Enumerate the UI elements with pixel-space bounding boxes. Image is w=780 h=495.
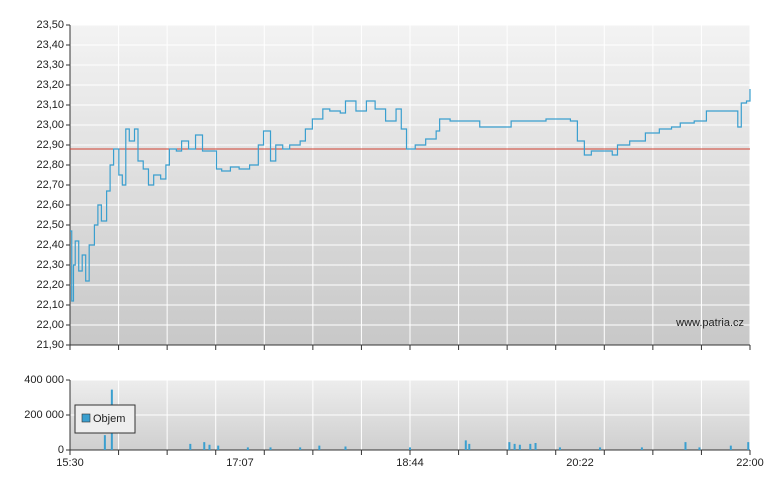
volume-bar bbox=[189, 443, 192, 450]
y-tick-label: 22,80 bbox=[36, 159, 64, 171]
volume-bar bbox=[534, 443, 537, 450]
y-tick-label: 21,90 bbox=[36, 339, 64, 351]
y-tick-label: 23,10 bbox=[36, 99, 64, 111]
y-tick-label: 22,10 bbox=[36, 299, 64, 311]
y-tick-label: 0 bbox=[58, 444, 64, 456]
x-tick-label: 20:22 bbox=[566, 457, 594, 469]
volume-bar bbox=[508, 442, 511, 450]
volume-bar bbox=[269, 447, 272, 450]
volume-bar bbox=[103, 435, 106, 450]
volume-bar bbox=[684, 442, 687, 450]
y-tick-label: 22,40 bbox=[36, 239, 64, 251]
volume-bar bbox=[558, 447, 561, 450]
volume-bar bbox=[468, 443, 471, 450]
volume-bar bbox=[529, 443, 532, 450]
legend-label: Objem bbox=[93, 413, 125, 425]
volume-bar bbox=[344, 446, 347, 450]
y-tick-label: 23,50 bbox=[36, 19, 64, 31]
volume-bar bbox=[518, 444, 521, 450]
legend-swatch bbox=[81, 413, 91, 423]
y-tick-label: 22,50 bbox=[36, 219, 64, 231]
volume-bar bbox=[208, 444, 211, 450]
volume-bar bbox=[698, 447, 701, 450]
volume-bar bbox=[729, 445, 732, 450]
x-tick-label: 15:30 bbox=[56, 457, 84, 469]
volume-bar bbox=[246, 447, 249, 450]
volume-bar bbox=[318, 445, 321, 450]
y-tick-label: 23,40 bbox=[36, 39, 64, 51]
volume-bar bbox=[409, 447, 411, 450]
y-tick-label: 23,30 bbox=[36, 59, 64, 71]
y-tick-label: 200 000 bbox=[24, 409, 64, 421]
y-tick-label: 22,70 bbox=[36, 179, 64, 191]
volume-bar bbox=[299, 447, 302, 450]
y-tick-label: 22,20 bbox=[36, 279, 64, 291]
price-line bbox=[70, 89, 751, 302]
volume-bar bbox=[217, 445, 220, 450]
y-tick-label: 22,90 bbox=[36, 139, 64, 151]
y-tick-label: 400 000 bbox=[24, 374, 64, 386]
x-tick-label: 18:44 bbox=[396, 457, 424, 469]
x-tick-label: 22:00 bbox=[736, 457, 764, 469]
volume-bar bbox=[203, 442, 206, 450]
x-tick-label: 17:07 bbox=[226, 457, 254, 469]
watermark: www.patria.cz bbox=[675, 317, 744, 329]
volume-bar bbox=[599, 447, 602, 450]
y-tick-label: 22,30 bbox=[36, 259, 64, 271]
y-tick-label: 23,20 bbox=[36, 79, 64, 91]
volume-bar bbox=[640, 447, 643, 450]
volume-bar bbox=[464, 440, 467, 450]
volume-bar bbox=[747, 442, 750, 450]
y-tick-label: 22,60 bbox=[36, 199, 64, 211]
volume-bar bbox=[513, 443, 516, 450]
y-tick-label: 22,00 bbox=[36, 319, 64, 331]
y-tick-label: 23,00 bbox=[36, 119, 64, 131]
